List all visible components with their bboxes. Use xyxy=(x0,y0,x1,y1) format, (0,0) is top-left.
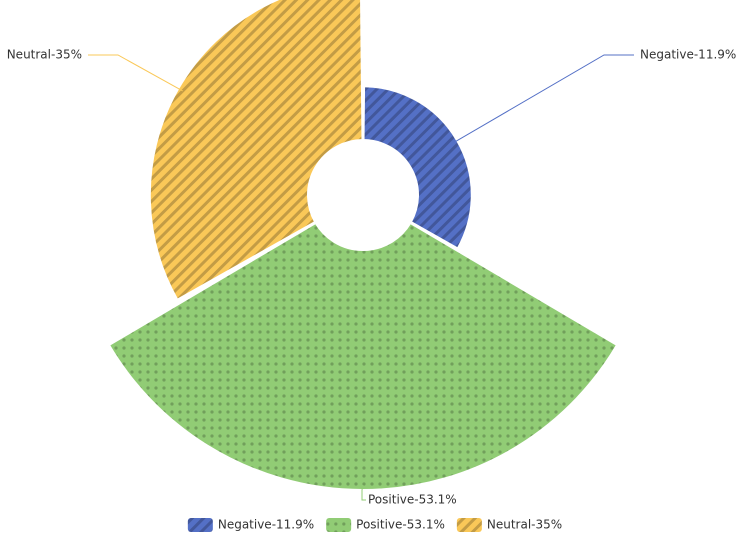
legend-icon xyxy=(456,518,482,532)
label-line xyxy=(88,54,183,92)
legend-icon xyxy=(326,518,352,532)
legend-label: Neutral-35% xyxy=(487,518,562,532)
data-label: Negative-11.9% xyxy=(640,48,736,62)
rose-slice xyxy=(148,0,364,301)
legend-icon xyxy=(187,518,213,532)
rose-slice xyxy=(108,221,618,491)
data-label: Positive-53.1% xyxy=(368,493,457,507)
rose-slice xyxy=(362,85,473,250)
legend: Negative-11.9% Positive-53.1% Neutral-35% xyxy=(187,518,562,532)
legend-label: Positive-53.1% xyxy=(356,518,445,532)
data-label: Neutral-35% xyxy=(7,48,82,62)
label-line xyxy=(452,54,634,144)
label-line xyxy=(361,484,366,501)
legend-label: Negative-11.9% xyxy=(218,518,314,532)
